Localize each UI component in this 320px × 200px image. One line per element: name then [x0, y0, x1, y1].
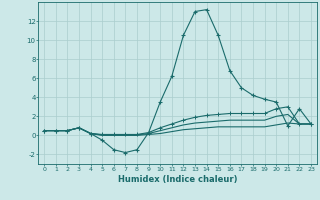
X-axis label: Humidex (Indice chaleur): Humidex (Indice chaleur) [118, 175, 237, 184]
